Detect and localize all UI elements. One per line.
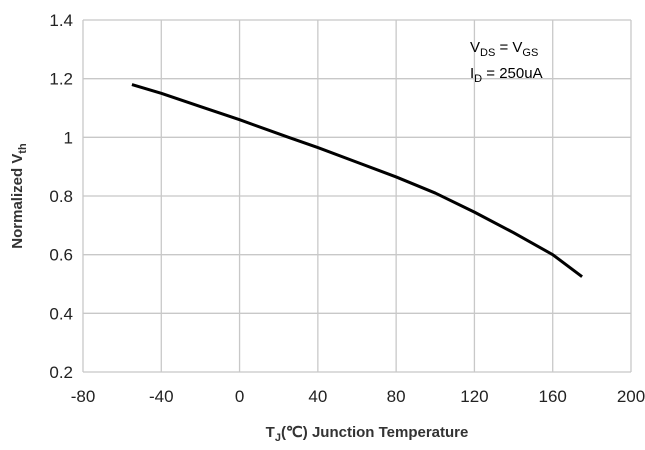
y-tick-label: 0.2 [49, 363, 73, 382]
x-axis-label: TJ(℃) Junction Temperature [266, 424, 469, 444]
subscript: DS [480, 47, 495, 59]
text-part: I [470, 65, 474, 82]
y-tick-label: 0.4 [49, 304, 73, 323]
text-part: = V [495, 39, 522, 56]
text-part: (℃) Junction Temperature [281, 424, 468, 441]
text-part: V [470, 39, 480, 56]
y-tick-label: 0.8 [49, 187, 73, 206]
y-tick-label: 0.6 [49, 246, 73, 265]
x-tick-label: -40 [149, 387, 174, 406]
y-axis-label: Normalized Vth [9, 143, 29, 249]
text-part: Normalized V [9, 154, 26, 249]
text-part: = 250uA [482, 65, 542, 82]
x-tick-label: 80 [387, 387, 406, 406]
x-tick-label: 120 [460, 387, 488, 406]
x-tick-label: -80 [71, 387, 96, 406]
text-part: T [266, 424, 275, 441]
annotation: ID = 250uA [470, 65, 543, 85]
annotation: VDS = VGS [470, 39, 538, 59]
subscript: th [17, 143, 29, 154]
x-tick-label: 0 [235, 387, 244, 406]
y-tick-label: 1.4 [49, 11, 73, 30]
subscript: D [474, 73, 482, 85]
x-tick-label: 200 [617, 387, 645, 406]
subscript: GS [522, 47, 538, 59]
y-tick-label: 1 [64, 128, 73, 147]
y-tick-label: 1.2 [49, 70, 73, 89]
data-line [131, 83, 583, 278]
subscript: J [275, 432, 281, 444]
x-tick-label: 40 [308, 387, 327, 406]
x-tick-label: 160 [539, 387, 567, 406]
